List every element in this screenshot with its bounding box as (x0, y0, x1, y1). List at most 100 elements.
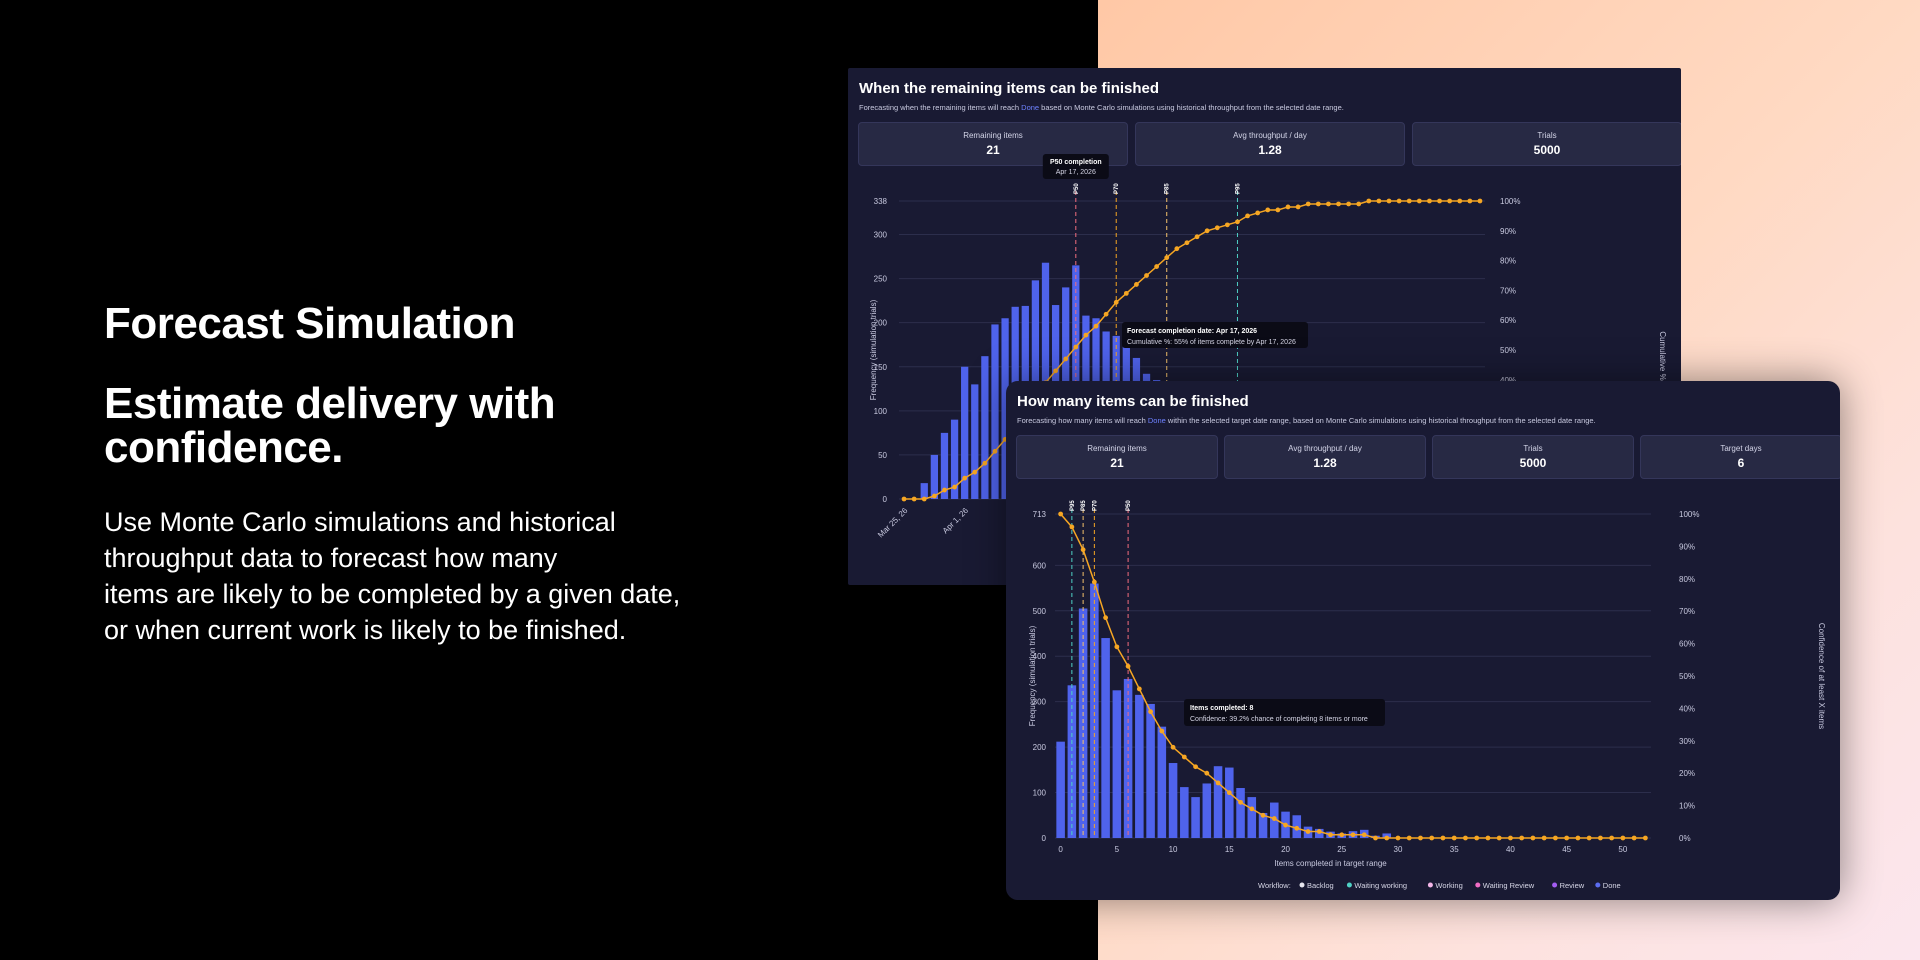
confidence-point (1125, 663, 1131, 669)
histogram-bar (1213, 766, 1223, 838)
confidence-point (1384, 835, 1390, 841)
legend-item: Review (1560, 881, 1585, 890)
histogram-bar (1123, 678, 1133, 838)
items-finished-card: How many items can be finished Forecasti… (1006, 381, 1840, 900)
cumulative-point (1174, 246, 1180, 252)
percentile-marker-label: P95 (1235, 183, 1241, 194)
histogram-bar (1168, 763, 1178, 838)
y-tick-label: 300 (874, 231, 888, 240)
y-tick-label: 0 (1042, 834, 1047, 843)
confidence-point (1249, 806, 1255, 812)
confidence-point (1103, 615, 1109, 621)
confidence-point (1586, 835, 1592, 841)
stat-trials: Trials 5000 (1432, 435, 1634, 479)
cumulative-point (972, 469, 978, 475)
y2-tick-label: 60% (1679, 640, 1695, 649)
confidence-point (1294, 825, 1300, 831)
confidence-point (1429, 835, 1435, 841)
cumulative-point (1305, 201, 1311, 207)
cumulative-point (1093, 323, 1099, 329)
histogram-bar (1258, 813, 1268, 838)
y-tick-label: 713 (1033, 510, 1047, 519)
card-subtitle: Forecasting when the remaining items wil… (859, 103, 1344, 112)
confidence-point (1373, 835, 1378, 841)
stat-value: 1.28 (1258, 143, 1282, 157)
completion-date-card: When the remaining items can be finished… (848, 68, 1681, 585)
cumulative-point (1366, 198, 1372, 204)
histogram-bar (1236, 788, 1245, 838)
hero-description-line: throughput data to forecast how many (104, 543, 558, 574)
confidence-point (1597, 835, 1603, 841)
histogram-bar (971, 384, 979, 499)
confidence-point (1080, 547, 1086, 553)
subtitle-text: based on Monte Carlo simulations using h… (1039, 103, 1344, 112)
confidence-point (1440, 835, 1446, 841)
confidence-point (1283, 822, 1288, 828)
stat-label: Avg throughput / day (1233, 131, 1307, 140)
done-link[interactable]: Done (1147, 416, 1166, 425)
confidence-point (1406, 835, 1412, 841)
x-tick-label: 35 (1450, 845, 1459, 854)
x-tick-label: 45 (1562, 845, 1571, 854)
y2-tick-label: 60% (1500, 316, 1516, 325)
hero-description-line: Use Monte Carlo simulations and historic… (104, 507, 616, 538)
stat-remaining-items: Remaining items 21 (1016, 435, 1218, 479)
stat-value: 21 (986, 143, 1000, 157)
card-subtitle: Forecasting how many items will reach Do… (1017, 416, 1596, 425)
y2-tick-label: 50% (1500, 346, 1516, 355)
stat-trials: Trials 5000 (1412, 122, 1681, 166)
point-tooltip-title: Items completed: 8 (1190, 705, 1254, 712)
legend-swatch (1299, 882, 1305, 888)
histogram-bar (981, 356, 989, 499)
cumulative-point (1396, 198, 1402, 204)
cumulative-point (952, 484, 957, 490)
confidence-point (1204, 770, 1210, 776)
confidence-point (1339, 832, 1345, 838)
stat-value: 1.28 (1313, 456, 1337, 470)
y2-tick-label: 20% (1679, 769, 1695, 778)
confidence-point (1350, 832, 1356, 838)
stat-label: Target days (1720, 444, 1762, 453)
percentile-marker-label: P70 (1114, 183, 1120, 194)
stat-label: Trials (1537, 131, 1557, 140)
cumulative-point (921, 496, 927, 502)
stat-label: Remaining items (963, 131, 1023, 140)
cumulative-point (1265, 207, 1271, 213)
percentile-marker-label: P70 (1092, 500, 1098, 511)
p50-tooltip-value: Apr 17, 2026 (1056, 169, 1096, 176)
y2-axis-label: Confidence of at least X items (1817, 623, 1826, 729)
x-tick-label: 5 (1115, 845, 1120, 854)
legend-item: Done (1603, 881, 1621, 890)
cumulative-point (1477, 198, 1483, 204)
stat-label: Trials (1523, 444, 1543, 453)
cumulative-point (962, 475, 968, 481)
confidence-point (1642, 835, 1648, 841)
histogram-bar (961, 366, 969, 499)
confidence-point (1226, 790, 1232, 796)
y2-tick-label: 80% (1679, 575, 1695, 584)
y-axis-label: Frequency (simulation trials) (869, 299, 878, 400)
confidence-point (1091, 579, 1097, 585)
cumulative-point (1245, 213, 1250, 219)
cumulative-point (1406, 198, 1412, 204)
cumulative-point (1315, 201, 1321, 207)
percentile-marker-label: P50 (1126, 500, 1132, 511)
histogram-bar (1135, 694, 1144, 838)
cumulative-point (1275, 207, 1281, 213)
confidence-point (1361, 832, 1367, 838)
histogram-bar (1180, 787, 1189, 838)
confidence-point (1136, 686, 1142, 692)
x-tick-label: 20 (1281, 845, 1290, 854)
cumulative-point (1194, 234, 1200, 240)
legend-swatch (1595, 882, 1601, 888)
p50-tooltip-title: P50 completion (1050, 159, 1102, 166)
y-tick-label: 100 (874, 407, 888, 416)
y-tick-label: 400 (1033, 652, 1047, 661)
legend-item: Waiting Review (1483, 881, 1535, 890)
percentile-marker-label: P85 (1081, 500, 1087, 511)
confidence-point (1058, 511, 1064, 517)
histogram-bar (1247, 797, 1257, 838)
done-link[interactable]: Done (1021, 103, 1040, 112)
x-tick-label: Apr 1, 26 (941, 506, 971, 536)
y-tick-label: 150 (874, 363, 888, 372)
